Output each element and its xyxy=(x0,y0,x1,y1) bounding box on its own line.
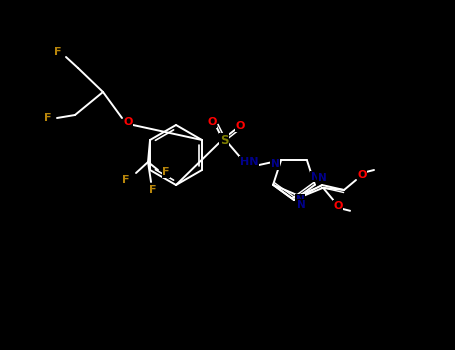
Text: F: F xyxy=(122,175,130,185)
Text: F: F xyxy=(149,185,157,195)
Text: HN: HN xyxy=(240,157,258,167)
Text: N: N xyxy=(297,200,305,210)
Text: O: O xyxy=(207,117,217,127)
Text: F: F xyxy=(54,47,62,57)
Text: N: N xyxy=(271,159,279,169)
Text: O: O xyxy=(357,170,367,180)
Text: N: N xyxy=(296,195,304,205)
Text: F: F xyxy=(162,167,170,177)
Text: S: S xyxy=(220,133,228,147)
Text: N: N xyxy=(311,172,319,182)
Text: O: O xyxy=(334,201,343,211)
Text: F: F xyxy=(44,113,52,123)
Text: O: O xyxy=(235,121,245,131)
Text: O: O xyxy=(123,117,133,127)
Text: N: N xyxy=(318,173,326,183)
